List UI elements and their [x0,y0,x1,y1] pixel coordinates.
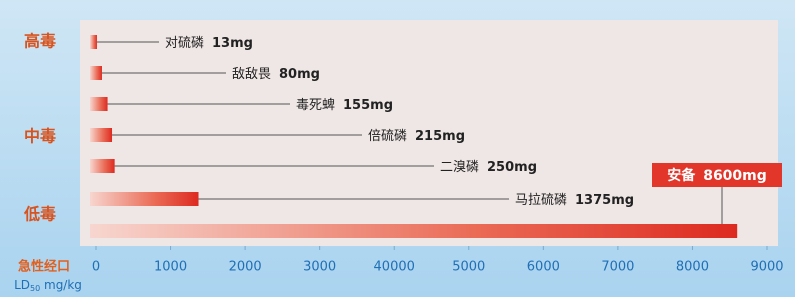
x-axis-unit: LD50 mg/kg [14,278,82,293]
value-label: 80mg [279,67,320,82]
chart: 高毒 中毒 低毒 急性经口 LD50 mg/kg 0 1000 2000 3000 40… [0,0,795,297]
bar-label: 马拉硫磷 1375mg [515,193,634,208]
x-tick-label: 8000 [676,260,709,275]
bar-label: 二溴磷 250mg [440,160,537,175]
group-label: 中毒 [24,127,56,146]
category-name: 毒死蜱 [296,97,335,113]
bar [90,224,737,238]
category-name: 对硫磷 [165,36,204,51]
value-label: 1375mg [575,193,634,208]
bar [90,66,102,80]
unit-rest: mg/kg [40,278,82,292]
x-tick-label: 7000 [601,260,634,275]
category-name: 倍硫磷 [368,129,407,144]
value-label: 250mg [487,160,537,175]
value-label: 155mg [343,98,393,113]
x-tick-label: 6000 [527,260,560,275]
x-tick-label: 5000 [452,260,485,275]
group-label: 低毒 [23,205,56,224]
value-label: 13mg [212,36,253,51]
x-tick-label: 9000 [750,260,783,275]
x-tick-label: 1000 [154,260,187,275]
bar-label: 倍硫磷 215mg [368,129,465,144]
unit-sub: 50 [30,284,40,293]
x-tick-label: 40000 [374,260,415,275]
value-label: 215mg [415,129,465,144]
bar [90,97,108,111]
x-tick-label: 3000 [303,260,336,275]
group-label: 高毒 [24,32,56,51]
bar-label: 毒死蜱 155mg [296,97,393,113]
bar [90,159,115,173]
x-tick-label: 2000 [229,260,262,275]
bar [90,35,97,49]
bar [90,192,199,206]
bar [90,128,112,142]
unit-main: LD [14,278,30,292]
category-name: 敌敌畏 [232,67,271,82]
x-tick-label: 0 [92,260,100,275]
value-label: 8600mg [703,168,767,184]
bar-label: 安备 8600mg [667,167,767,184]
x-axis-label: 急性经口 [18,259,70,275]
category-name: 安备 [667,167,696,184]
category-name: 二溴磷 [440,160,479,175]
category-name: 马拉硫磷 [515,193,567,208]
